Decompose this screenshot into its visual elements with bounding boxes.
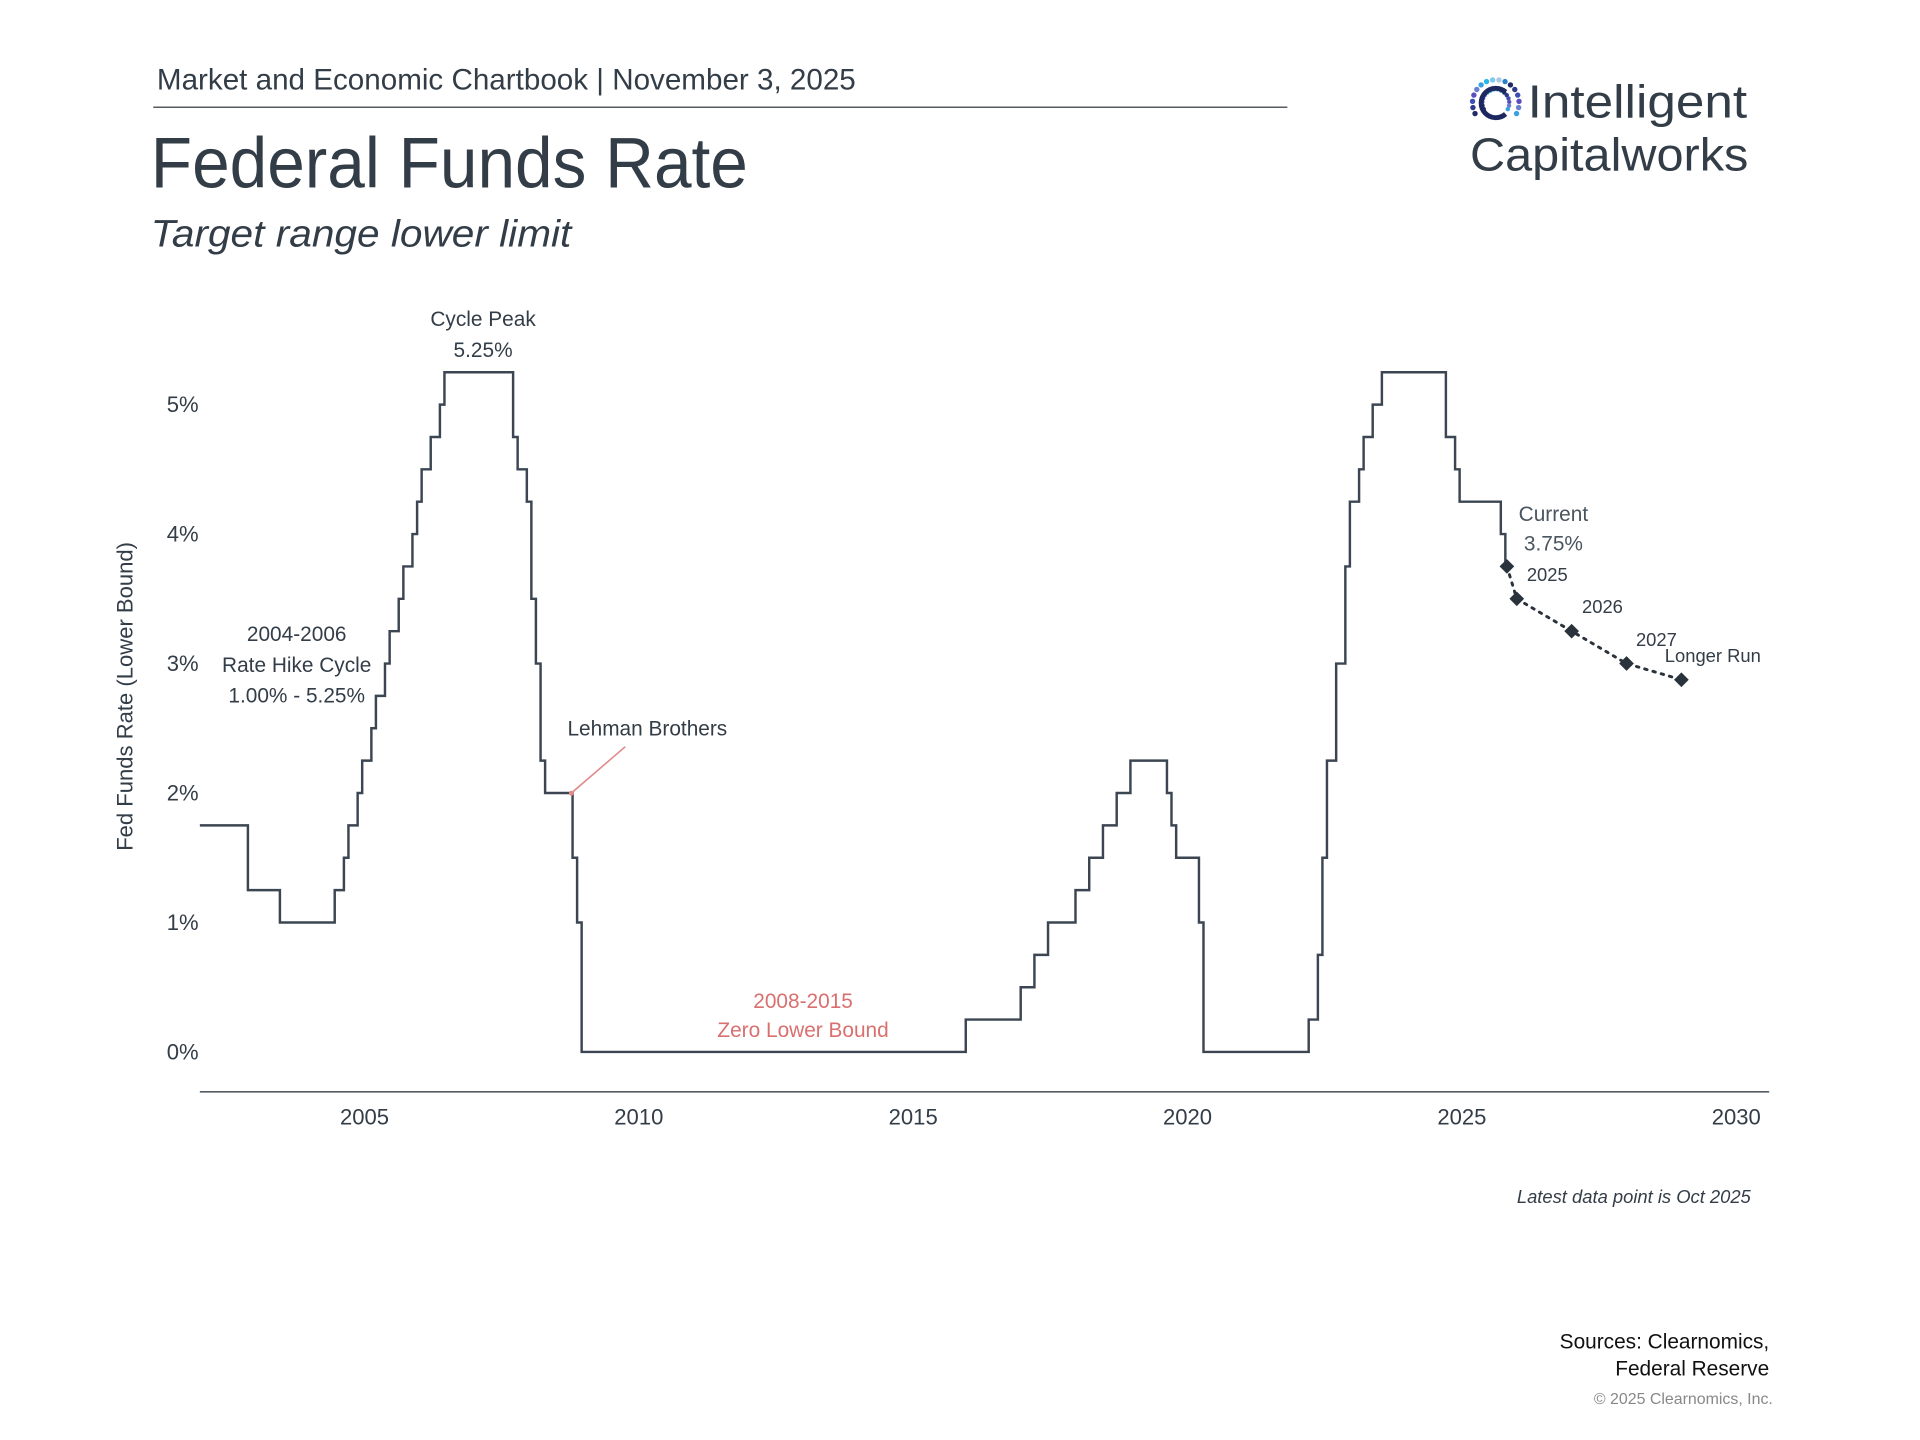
y-tick-label: 4%: [167, 521, 199, 546]
logo-dot: [1507, 82, 1514, 88]
annotation-zlb-label: Zero Lower Bound: [717, 1019, 888, 1042]
chartbook-header: Market and Economic Chartbook | November…: [157, 64, 856, 97]
proj-label-2025: 2025: [1527, 564, 1568, 585]
lehman-arrow: [572, 746, 626, 793]
annotation-zlb-years: 2008-2015: [753, 990, 853, 1013]
rate-step-line: [199, 371, 1507, 1054]
logo-dot: [1470, 104, 1476, 111]
sources-line1: Sources: Clearnomics,: [1560, 1331, 1770, 1354]
projection-diamond-marker: [1509, 591, 1525, 607]
annotation-current: Current: [1519, 503, 1589, 526]
logo-line1: Intelligent: [1528, 76, 1748, 128]
x-tick-label: 2005: [340, 1104, 389, 1129]
logo: Intelligent Capitalworks: [1469, 76, 1748, 180]
chart: Fed Funds Rate (Lower Bound) 0% 1% 2% 3% 4% 5…: [112, 308, 1770, 1129]
logo-dot: [1516, 98, 1522, 104]
logo-c-arc: [1478, 85, 1508, 121]
x-tick-label: 2030: [1712, 1104, 1761, 1129]
copyright: © 2025 Clearnomics, Inc.: [1594, 1391, 1773, 1408]
proj-label-2026: 2026: [1582, 596, 1623, 617]
logo-dot: [1483, 78, 1490, 85]
logo-dot: [1469, 98, 1476, 104]
projection-diamond-marker: [1619, 656, 1634, 671]
proj-label-longer-run: Longer Run: [1665, 645, 1761, 666]
logo-line2: Capitalworks: [1470, 128, 1748, 180]
proj-label-2027: 2027: [1636, 629, 1677, 650]
projection-diamond-marker: [1564, 623, 1580, 639]
annotation-hike-years: 2004-2006: [247, 623, 347, 646]
y-tick-label: 0%: [167, 1039, 199, 1064]
page-subtitle: Target range lower limit: [151, 213, 573, 255]
projection-diamond-marker: [1499, 559, 1515, 574]
annotation-lehman: Lehman Brothers: [567, 718, 727, 741]
y-axis-label: Fed Funds Rate (Lower Bound): [112, 542, 137, 851]
x-tick-label: 2020: [1163, 1104, 1212, 1129]
logo-dot: [1478, 82, 1484, 88]
logo-dot: [1506, 96, 1511, 101]
logo-dot: [1512, 86, 1518, 93]
projection-diamond-marker: [1674, 672, 1689, 688]
annotation-hike-range: 1.00% - 5.25%: [228, 685, 365, 708]
annotation-cycle-peak: Cycle Peak: [430, 308, 536, 331]
y-tick-label: 5%: [167, 392, 199, 417]
logo-dot: [1506, 103, 1512, 108]
annotation-current-value: 3.75%: [1524, 532, 1583, 555]
logo-dot: [1502, 78, 1508, 85]
logo-dot: [1489, 77, 1496, 83]
logo-dot: [1496, 77, 1502, 83]
logo-dot: [1515, 104, 1522, 111]
lehman-arrow-head: [568, 790, 574, 796]
x-tick-label: 2025: [1437, 1104, 1486, 1129]
x-tick-label: 2010: [614, 1104, 663, 1129]
y-tick-label: 2%: [167, 780, 199, 805]
logo-dot: [1472, 110, 1478, 117]
annotation-cycle-peak-value: 5.25%: [454, 339, 513, 362]
sources-line2: Federal Reserve: [1615, 1358, 1769, 1381]
radial-dots-c-icon: [1469, 77, 1522, 121]
x-tick-label: 2015: [889, 1104, 938, 1129]
logo-dot: [1515, 92, 1521, 98]
logo-dot: [1505, 106, 1511, 112]
y-tick-label: 3%: [167, 651, 199, 676]
logo-dot: [1474, 86, 1480, 93]
logo-dot: [1507, 99, 1512, 105]
y-tick-label: 1%: [167, 910, 199, 935]
logo-dot: [1513, 110, 1520, 117]
latest-data-note: Latest data point is Oct 2025: [1517, 1186, 1752, 1207]
annotation-hike-label: Rate Hike Cycle: [222, 654, 371, 677]
logo-dot: [1471, 92, 1477, 98]
logo-dot: [1504, 92, 1509, 98]
page-title: Federal Funds Rate: [151, 125, 748, 204]
